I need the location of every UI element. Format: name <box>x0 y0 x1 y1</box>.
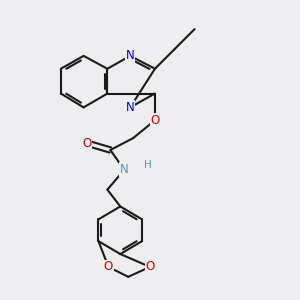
Text: N: N <box>126 50 135 62</box>
Text: O: O <box>150 114 160 127</box>
Text: N: N <box>126 101 135 114</box>
Text: O: O <box>146 260 154 273</box>
Text: O: O <box>82 136 91 150</box>
Text: N: N <box>120 163 129 176</box>
Text: H: H <box>144 160 152 170</box>
Text: O: O <box>104 260 113 273</box>
